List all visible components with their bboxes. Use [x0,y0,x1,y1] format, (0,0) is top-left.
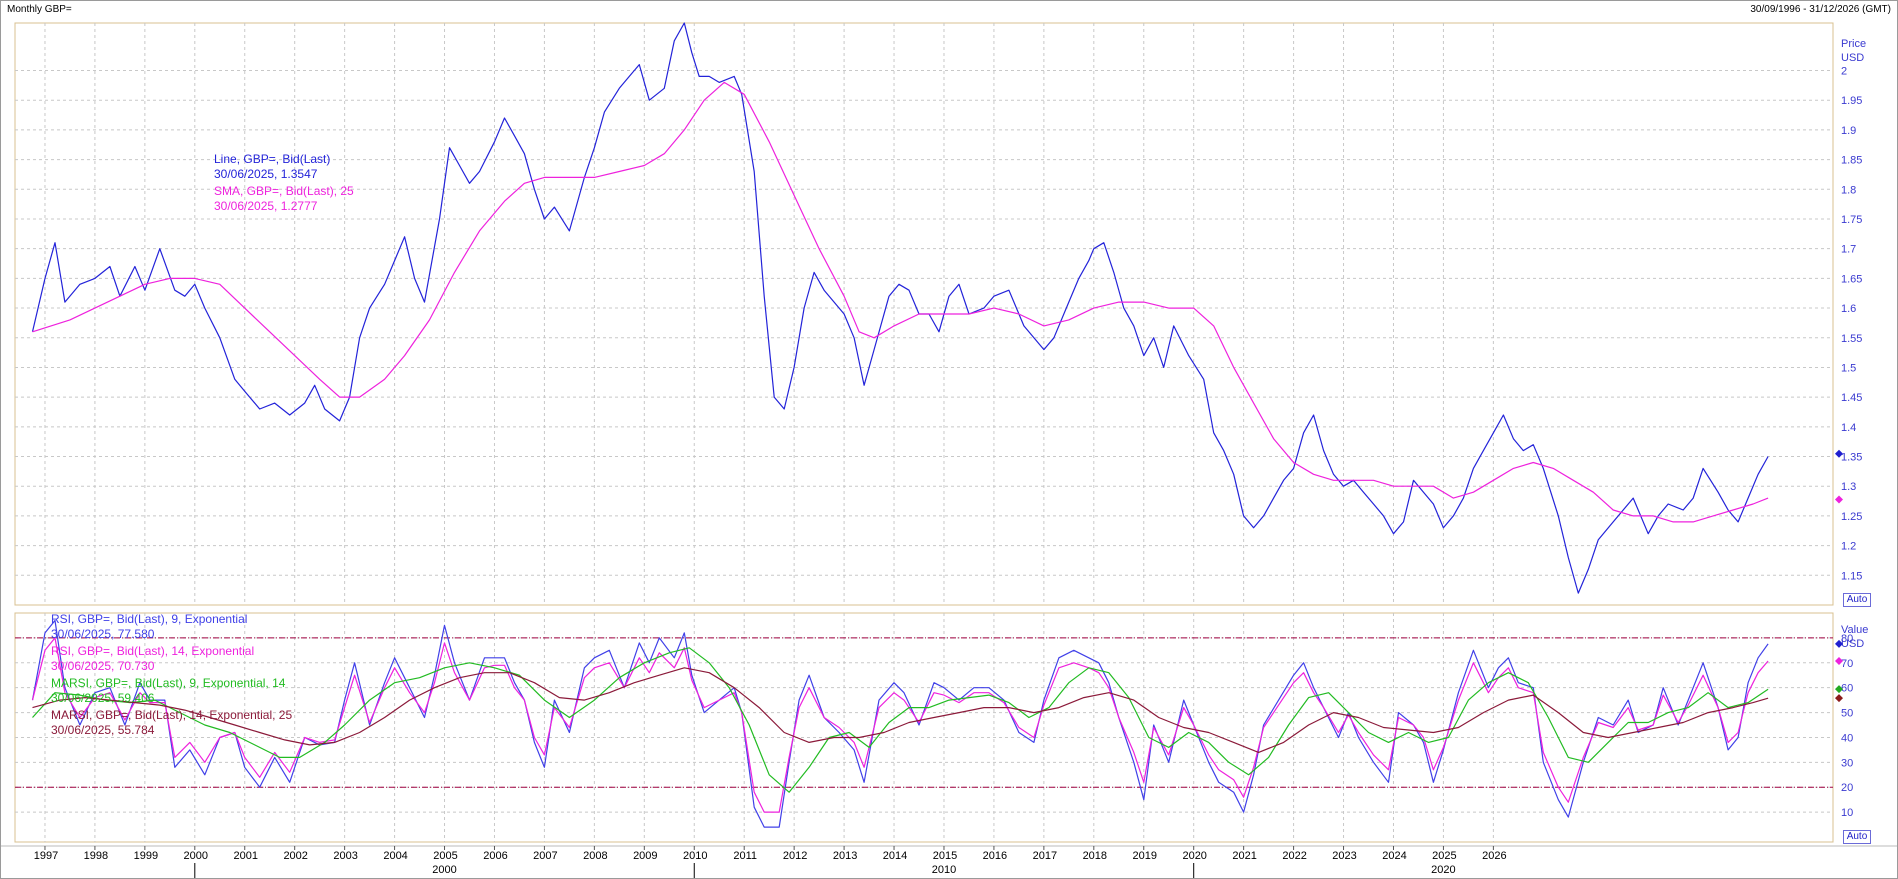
x-tick-label: 2011 [733,850,757,862]
x-tick-label: 2014 [883,850,907,862]
x-tick-label: 2015 [933,850,957,862]
y-tick-label: 1.35 [1841,452,1862,464]
series-line-3 [32,647,1769,793]
x-tick-label: 2024 [1382,850,1406,862]
y-tick-label: 40 [1841,732,1853,744]
legend-name: SMA, GBP=, Bid(Last), 25 [214,184,354,198]
decade-label: 2020 [1431,864,1455,876]
legend-value: 30/06/2025, 1.2777 [214,199,318,213]
y-tick-label: 1.6 [1841,303,1856,315]
legend-value: 30/06/2025, 70.730 [51,659,155,673]
x-tick-label: 2016 [983,850,1007,862]
x-tick-label: 2019 [1133,850,1157,862]
legend-value: 30/06/2025, 77.580 [51,627,155,641]
x-tick-label: 2026 [1482,850,1506,862]
last-value-marker [1835,449,1843,458]
price-auto-scale-button[interactable]: Auto [1843,593,1871,607]
y-tick-label: 60 [1841,683,1853,695]
x-tick-label: 2018 [1083,850,1107,862]
x-tick-label: 2022 [1282,850,1306,862]
last-value-marker [1835,495,1843,504]
y-tick-label: 30 [1841,757,1853,769]
y-tick-label: 70 [1841,658,1853,670]
y-tick-label: 1.4 [1841,422,1856,434]
y-tick-label: 50 [1841,708,1853,720]
x-tick-label: 2020 [1182,850,1206,862]
last-value-marker [1835,656,1843,665]
y-tick-label: 1.85 [1841,155,1862,167]
series-line-1 [31,619,1769,828]
axis-title: Value [1841,624,1868,636]
decade-label: 2000 [432,864,456,876]
x-tick-label: 2001 [234,850,258,862]
x-tick-label: 2012 [783,850,807,862]
last-value-marker [1835,694,1843,703]
y-tick-label: 10 [1841,807,1853,819]
pane-border [14,612,1834,843]
x-tick-label: 2013 [833,850,857,862]
last-value-marker [1835,639,1843,648]
series-line-2 [31,637,1769,813]
last-value-marker [1835,685,1843,694]
x-tick-label: 2000 [184,850,208,862]
y-tick-label: 2 [1841,66,1847,78]
y-tick-label: 80 [1841,633,1853,645]
y-tick-label: 1.15 [1841,570,1862,582]
y-tick-label: 1.95 [1841,95,1862,107]
y-tick-label: 1.8 [1841,184,1856,196]
y-tick-label: 1.45 [1841,392,1862,404]
price-pane: 1.15 1.2 1.25 1.3 1.35 1.4 1.45 1.5 1.55 1.6 1.65 1… [14,22,1866,606]
y-tick-label: 1.5 [1841,362,1856,374]
legend-value: 30/06/2025, 1.3547 [214,167,318,181]
decade-label: 2010 [932,864,956,876]
x-tick-label: 2005 [433,850,457,862]
x-tick-label: 2006 [483,850,507,862]
y-tick-label: 20 [1841,782,1853,794]
axis-title: Price [1841,38,1866,50]
legend-value: 30/06/2025, 55.784 [51,723,155,737]
x-tick-label: 1997 [34,850,58,862]
y-tick-label: 1.65 [1841,273,1862,285]
x-tick-label: 2025 [1432,850,1456,862]
x-tick-label: 2003 [333,850,357,862]
legend-name: MARSI, GBP=, Bid(Last), 14, Exponential,… [51,708,292,722]
legend-value: 30/06/2025, 59.406 [51,691,155,705]
axis-unit: USD [1841,638,1864,650]
legend-name: RSI, GBP=, Bid(Last), 14, Exponential [51,644,254,658]
y-tick-label: 1.7 [1841,244,1856,256]
y-tick-label: 1.25 [1841,511,1862,523]
x-tick-label: 2010 [683,850,707,862]
series-line-4 [32,667,1769,753]
rsi-auto-scale-button[interactable]: Auto [1843,830,1871,844]
y-tick-label: 1.3 [1841,481,1856,493]
x-tick-label: 2008 [583,850,607,862]
legend-name: RSI, GBP=, Bid(Last), 9, Exponential [51,612,247,626]
y-tick-label: 1.2 [1841,541,1856,553]
series-line-2 [32,81,1769,523]
y-tick-label: 1.9 [1841,125,1856,137]
x-tick-label: 1998 [84,850,108,862]
pane-border [14,22,1834,606]
x-tick-label: 2007 [533,850,557,862]
legend-name: Line, GBP=, Bid(Last) [214,152,330,166]
x-tick-label: 2002 [283,850,307,862]
x-tick-label: 2021 [1232,850,1256,862]
y-tick-label: 1.55 [1841,333,1862,345]
x-tick-label: 2004 [383,850,407,862]
x-tick-label: 2009 [633,850,657,862]
x-axis: 1997 1998 1999 2000 2001 2002 2003 2004 2005 2006… [1,845,1897,878]
chart-title: Monthly GBP= [7,4,72,15]
date-range: 30/09/1996 - 31/12/2026 (GMT) [1750,4,1891,15]
x-tick-label: 2017 [1033,850,1057,862]
y-tick-label: 1.75 [1841,214,1862,226]
axis-unit: USD [1841,52,1864,64]
x-tick-label: 1999 [134,850,158,862]
legend-name: MARSI, GBP=, Bid(Last), 9, Exponential, … [51,676,286,690]
x-tick-label: 2023 [1332,850,1356,862]
